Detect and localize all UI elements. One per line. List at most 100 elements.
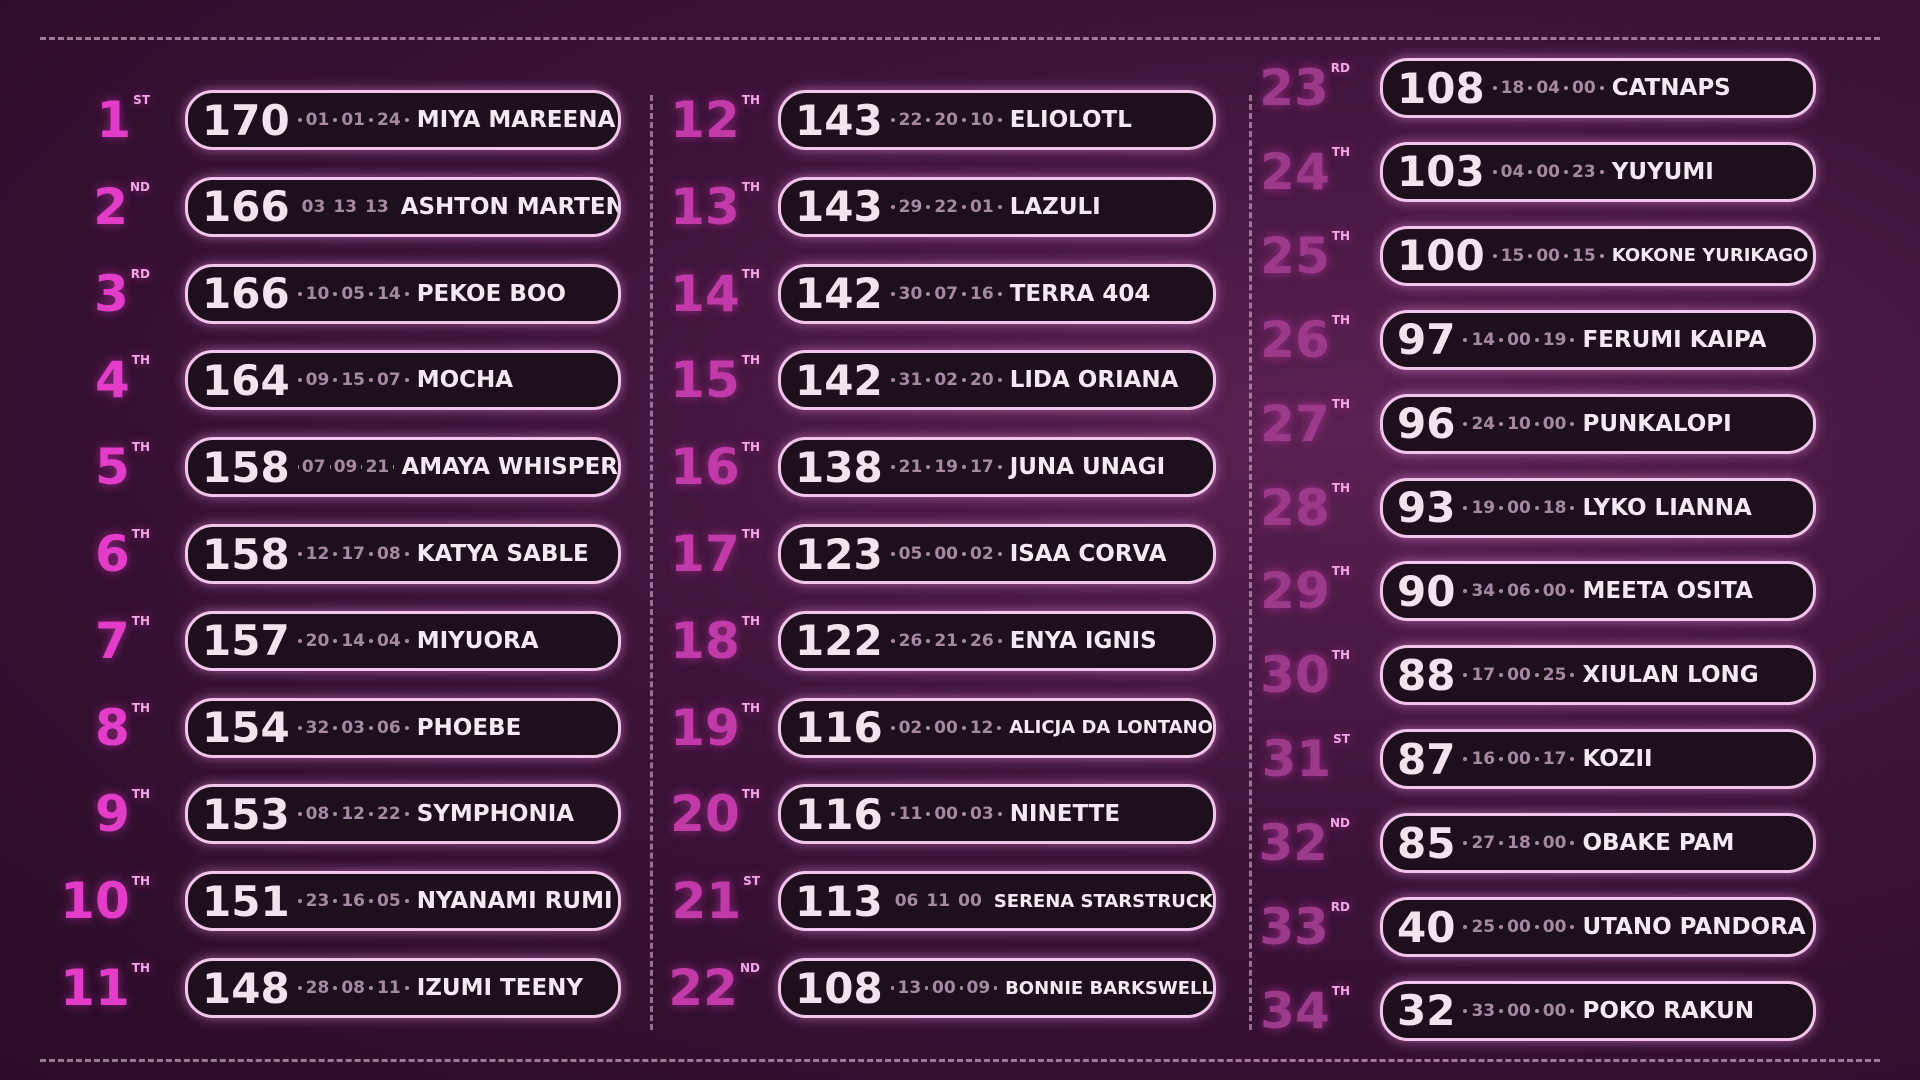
separator — [890, 812, 895, 817]
rank-suffix: RD — [1330, 900, 1350, 914]
score: 148 — [202, 963, 290, 1013]
rank: 23 RD — [1200, 58, 1350, 118]
rank-number: 25 — [1260, 226, 1330, 285]
stat: 00 — [934, 717, 958, 738]
score: 40 — [1397, 902, 1456, 952]
separator — [997, 725, 1002, 730]
stat: 17 — [970, 457, 994, 478]
name: LIDA ORIANA — [1009, 367, 1179, 394]
entry: 142 30 07 16 TERRA 404 — [778, 263, 1216, 324]
stat: 03 — [341, 717, 366, 738]
rank-number: 31 — [1261, 730, 1332, 789]
stat: 20 — [934, 110, 959, 130]
entry: 166 10 05 14 PEKOE BOO — [185, 263, 621, 324]
name: BONNIE BARKSWELL — [1005, 977, 1213, 999]
name: JUNA UNAGI — [1009, 454, 1166, 481]
rank-suffix: TH — [1331, 564, 1350, 579]
separator — [890, 552, 895, 556]
stat: 08 — [305, 804, 330, 825]
separator — [333, 118, 338, 122]
separator — [1534, 421, 1539, 426]
stat: 00 — [1536, 245, 1561, 266]
stat: 00 — [1507, 329, 1531, 350]
stat: 00 — [934, 544, 959, 564]
rank: 17 TH — [610, 524, 760, 584]
score: 87 — [1397, 734, 1456, 784]
stat: 00 — [1542, 581, 1567, 602]
score: 158 — [202, 529, 290, 579]
rank-number: 30 — [1260, 646, 1330, 705]
separator — [404, 638, 409, 643]
score: 108 — [795, 963, 883, 1013]
rank-number: 21 — [671, 872, 742, 931]
stat: 03 — [301, 196, 326, 217]
separator — [404, 725, 409, 730]
separator — [297, 986, 302, 990]
rank-number: 16 — [670, 438, 740, 497]
separator — [333, 812, 338, 817]
separator — [926, 638, 931, 643]
stat: 09 — [333, 457, 358, 478]
score: 143 — [795, 95, 883, 145]
separator — [997, 465, 1002, 470]
rank: 22 ND — [610, 958, 760, 1018]
stat: 15 — [341, 370, 366, 391]
entry: 122 26 21 26 ENYA IGNIS — [778, 610, 1216, 671]
score: 100 — [1397, 231, 1485, 281]
rank-suffix: TH — [741, 353, 760, 368]
separator — [297, 899, 302, 904]
score: 116 — [795, 789, 883, 839]
rank-suffix: TH — [741, 700, 760, 715]
separator — [997, 638, 1002, 643]
stat: 00 — [1507, 1000, 1531, 1021]
separator — [1564, 169, 1569, 174]
separator — [1499, 421, 1504, 426]
name: ENYA IGNIS — [1009, 627, 1157, 654]
stat: 14 — [377, 283, 401, 304]
stat: 05 — [898, 544, 923, 564]
separator — [1570, 841, 1575, 846]
separator — [1570, 505, 1575, 510]
name: PHOEBE — [416, 714, 522, 741]
score: 85 — [1397, 818, 1456, 868]
stat: 22 — [934, 196, 959, 217]
rank: 21 ST — [610, 871, 760, 931]
entry: 96 24 10 00 PUNKALOPI — [1380, 393, 1816, 454]
rank-number: 32 — [1258, 814, 1328, 873]
stat: 04 — [1536, 78, 1561, 98]
rank-suffix: TH — [131, 787, 150, 802]
entry: 32 33 00 00 POKO RAKUN — [1380, 980, 1816, 1041]
name: LYKO LIANNA — [1582, 494, 1752, 521]
rank-suffix: ST — [1333, 732, 1350, 747]
score: 97 — [1397, 315, 1456, 365]
rank-number: 23 — [1259, 59, 1329, 117]
name: CATNAPS — [1611, 75, 1731, 101]
rank-number: 17 — [670, 525, 740, 583]
separator — [297, 812, 302, 817]
separator — [1570, 673, 1575, 678]
stat: 00 — [1507, 749, 1531, 770]
separator — [1463, 757, 1468, 762]
rank-suffix: ND — [1329, 816, 1350, 831]
stat: 00 — [958, 891, 982, 912]
stat: 26 — [898, 630, 923, 651]
score: 158 — [202, 442, 290, 492]
separator — [1463, 589, 1468, 594]
rank-suffix: TH — [131, 700, 150, 715]
stat: 15 — [1500, 245, 1525, 266]
stat: 16 — [1471, 749, 1496, 770]
entry: 143 29 22 01 LAZULI — [778, 176, 1216, 237]
separator — [1534, 925, 1539, 929]
rank-suffix: TH — [1331, 648, 1350, 663]
rank: 16 TH — [610, 437, 760, 497]
stat: 00 — [1536, 161, 1561, 182]
rank-suffix: TH — [1331, 228, 1350, 243]
stat: 23 — [1572, 161, 1596, 182]
separator — [890, 986, 894, 990]
score: 123 — [795, 529, 883, 579]
separator — [997, 552, 1002, 556]
separator — [890, 638, 895, 643]
separator — [333, 725, 338, 730]
stat: 02 — [934, 370, 959, 391]
rank-number: 20 — [670, 785, 740, 844]
